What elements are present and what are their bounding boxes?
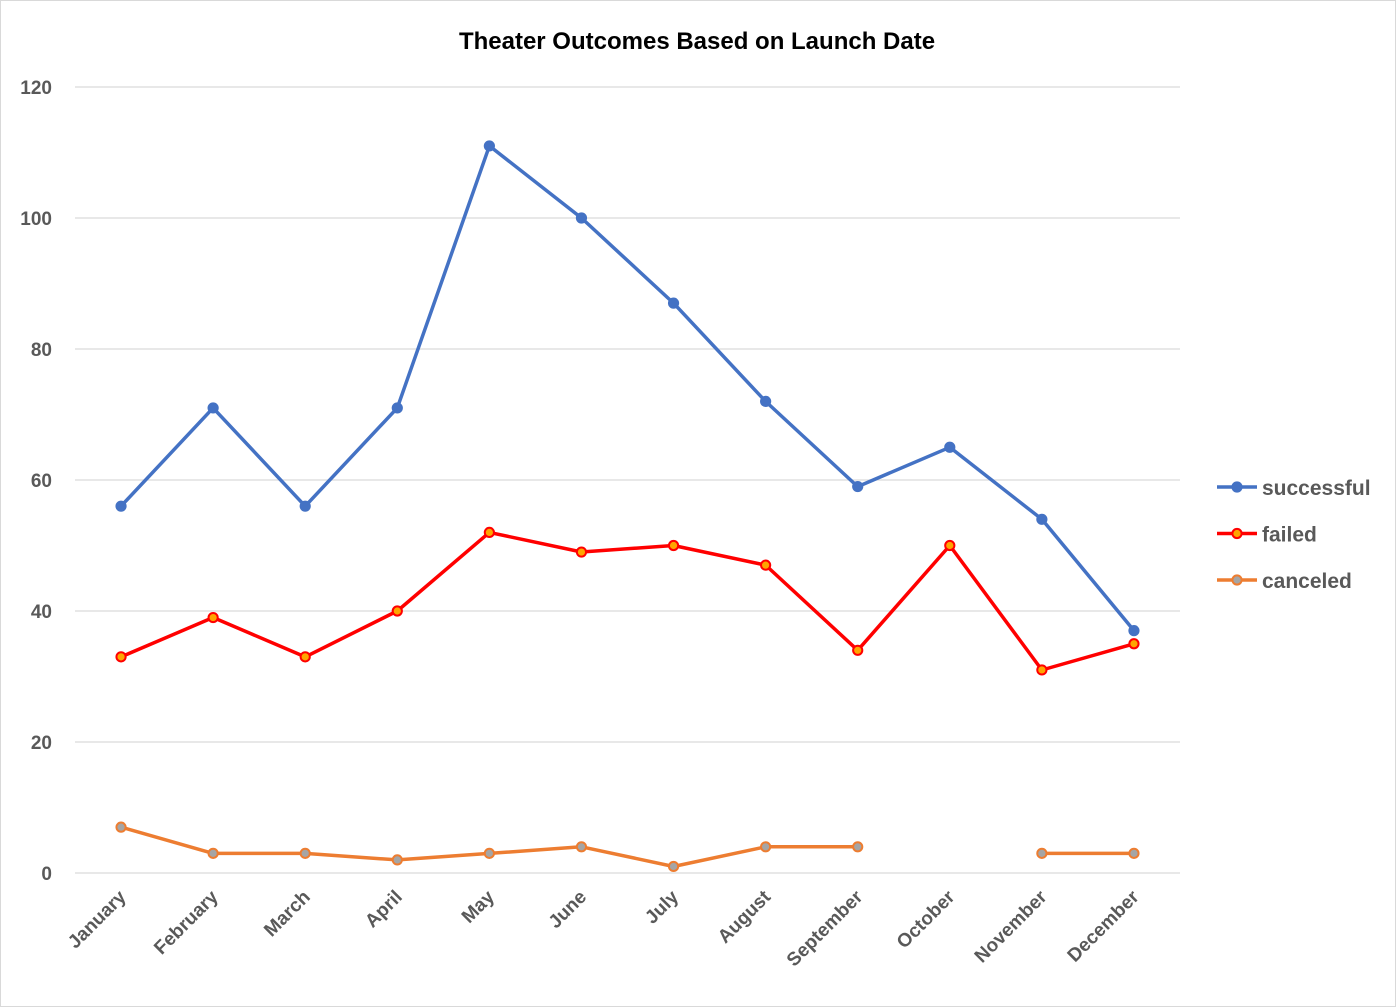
data-point: [1036, 664, 1048, 676]
x-tick-label: September: [783, 886, 868, 971]
data-point: [760, 841, 772, 853]
data-point: [667, 297, 680, 309]
data-point: [115, 651, 127, 663]
data-point: [299, 651, 311, 663]
data-point: [299, 847, 311, 859]
x-axis-ticks: January February March April May June July Augu…: [64, 886, 1144, 971]
data-point: [207, 847, 219, 859]
x-tick-label: August: [714, 886, 776, 948]
gridlines: [75, 86, 1180, 874]
legend: successful failed canceled: [1217, 477, 1371, 593]
data-point: [391, 854, 403, 866]
y-tick-label: 80: [31, 340, 52, 361]
data-point: [1128, 638, 1140, 650]
series-failed: [115, 526, 1140, 676]
legend-label: canceled: [1262, 570, 1352, 593]
data-point: [391, 605, 403, 617]
data-point: [115, 500, 127, 512]
x-tick-label: January: [64, 886, 131, 953]
legend-item-failed: failed: [1217, 524, 1317, 547]
data-point: [760, 559, 772, 571]
data-point: [667, 860, 680, 873]
series-canceled: [115, 821, 1140, 873]
legend-item-successful: successful: [1217, 477, 1371, 500]
series-line: [119, 530, 1136, 672]
x-tick-label: June: [545, 887, 591, 933]
data-point: [944, 539, 956, 552]
x-tick-label: April: [361, 887, 406, 932]
data-point: [299, 500, 311, 512]
y-tick-label: 60: [31, 471, 52, 492]
series-successful: [115, 140, 1140, 637]
legend-marker: [1231, 574, 1243, 586]
y-axis-ticks: 0 20 40 60 80 100 120: [20, 78, 52, 885]
data-point: [207, 611, 219, 624]
legend-label: failed: [1262, 524, 1317, 547]
series-lines: [115, 140, 1140, 873]
y-tick-label: 100: [20, 209, 52, 230]
data-point: [115, 821, 127, 833]
data-point: [1036, 513, 1048, 525]
data-point: [1036, 847, 1048, 859]
y-tick-label: 120: [20, 78, 52, 99]
data-point: [852, 644, 864, 656]
y-tick-label: 40: [31, 602, 52, 623]
x-tick-label: March: [260, 887, 314, 941]
x-tick-label: February: [150, 886, 223, 959]
data-point: [575, 546, 588, 558]
data-point: [852, 480, 864, 493]
series-line: [119, 144, 1136, 633]
data-point: [391, 402, 403, 414]
data-point: [1128, 625, 1140, 637]
y-tick-label: 0: [41, 864, 52, 885]
data-point: [944, 441, 956, 453]
x-tick-label: May: [458, 886, 499, 927]
data-point: [852, 841, 864, 853]
data-point: [207, 402, 219, 414]
legend-marker: [1231, 481, 1243, 493]
x-tick-label: December: [1064, 886, 1144, 966]
legend-item-canceled: canceled: [1217, 570, 1352, 593]
x-tick-label: November: [971, 886, 1052, 967]
data-point: [575, 212, 588, 224]
data-point: [575, 841, 588, 853]
chart-title: Theater Outcomes Based on Launch Date: [459, 28, 935, 55]
legend-label: successful: [1262, 477, 1371, 500]
data-point: [483, 847, 495, 859]
data-point: [1128, 847, 1140, 859]
x-tick-label: October: [893, 886, 960, 953]
data-point: [667, 539, 680, 552]
x-tick-label: July: [641, 886, 683, 928]
data-point: [483, 140, 495, 152]
data-point: [483, 526, 495, 539]
data-point: [760, 395, 772, 407]
legend-marker: [1231, 527, 1243, 540]
series-line: [119, 825, 860, 869]
y-tick-label: 20: [31, 733, 52, 754]
